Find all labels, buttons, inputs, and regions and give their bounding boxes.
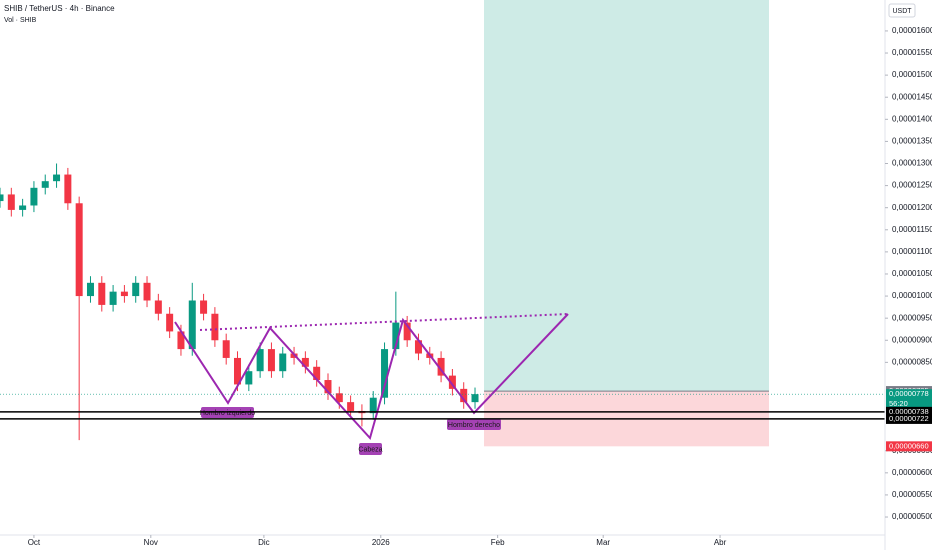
volume-label: Vol · SHIB bbox=[4, 17, 37, 24]
candle-body bbox=[301, 357, 309, 367]
y-tick-label: 0,00001050 bbox=[892, 269, 932, 278]
x-tick-label: 2026 bbox=[372, 538, 390, 547]
neckline bbox=[199, 313, 569, 331]
y-tick-label: 0,00001600 bbox=[892, 26, 932, 35]
x-tick-label: Dic bbox=[258, 538, 270, 547]
annotation-box bbox=[359, 443, 382, 455]
candle-body bbox=[313, 366, 321, 381]
y-tick-label: 0,00001300 bbox=[892, 159, 932, 168]
price-tag bbox=[886, 389, 932, 410]
candle-body bbox=[448, 375, 456, 389]
candle-body bbox=[267, 349, 275, 372]
y-tick-label: 0,00000500 bbox=[892, 512, 932, 521]
candle-body bbox=[120, 291, 128, 297]
price-tag bbox=[886, 406, 932, 417]
price-tag-label: 0,00000778 bbox=[889, 389, 929, 398]
price-tag bbox=[886, 413, 932, 424]
candle-body bbox=[64, 174, 72, 204]
candle-body bbox=[188, 300, 196, 350]
annotation: Hombro izquierdo bbox=[200, 410, 255, 417]
price-axis: 0,00001600 0,00001550 0,00001500 0,00001450… bbox=[885, 26, 932, 521]
candle-body bbox=[279, 353, 287, 372]
candle-body bbox=[234, 357, 242, 385]
candle-body bbox=[19, 205, 27, 210]
y-tick-label: 0,00001150 bbox=[892, 225, 932, 234]
price-tag-label: 0,00000722 bbox=[889, 414, 929, 423]
y-tick-label: 0,00001200 bbox=[892, 203, 932, 212]
candle-body bbox=[41, 181, 49, 188]
candle-body bbox=[211, 313, 219, 341]
candle-body bbox=[335, 393, 343, 403]
y-tick-label: 0,00000900 bbox=[892, 335, 932, 344]
candle-body bbox=[414, 340, 422, 354]
y-tick-label: 0,00001000 bbox=[892, 291, 932, 300]
candle-body bbox=[109, 291, 117, 305]
candle-body bbox=[166, 313, 174, 332]
candle-body bbox=[53, 174, 61, 182]
candle-body bbox=[222, 340, 230, 358]
x-tick-label: Abr bbox=[714, 538, 727, 547]
y-tick-label: 0,00001100 bbox=[892, 247, 932, 256]
y-tick-label: 0,00001550 bbox=[892, 48, 932, 57]
candle-body bbox=[0, 194, 4, 202]
candle-body bbox=[98, 282, 106, 305]
candle-body bbox=[143, 282, 151, 301]
candle-body bbox=[324, 380, 332, 394]
y-tick-label: 0,00000950 bbox=[892, 313, 932, 322]
currency-box bbox=[888, 3, 916, 18]
chart-title: SHIB / TetherUS · 4h · Binance bbox=[4, 4, 115, 13]
price-lines bbox=[0, 393, 885, 420]
candle-body bbox=[437, 357, 445, 376]
y-tick-label: 0,00001350 bbox=[892, 137, 932, 146]
candle-body bbox=[347, 402, 355, 411]
head-shoulders-line bbox=[174, 313, 569, 441]
candle-body bbox=[154, 300, 162, 314]
candle-body bbox=[75, 203, 83, 297]
price-tag-label: 0,00000738 bbox=[889, 407, 929, 416]
candle-body bbox=[392, 322, 400, 350]
candle-body bbox=[403, 322, 411, 341]
price-tag bbox=[886, 441, 932, 452]
y-tick-label: 0,00000850 bbox=[892, 357, 932, 366]
candle-body bbox=[245, 371, 253, 385]
price-tag-label: 0,00000660 bbox=[889, 441, 929, 450]
candle-body bbox=[200, 300, 208, 314]
candle-body bbox=[7, 194, 15, 210]
annotation-box bbox=[447, 419, 501, 430]
y-tick-label: 0,00001450 bbox=[892, 92, 932, 101]
candle-body bbox=[381, 349, 389, 398]
y-tick-label: 0,00001400 bbox=[892, 114, 932, 123]
x-tick-label: Nov bbox=[144, 538, 158, 547]
position-zones bbox=[484, 0, 769, 447]
y-tick-label: 0,00001500 bbox=[892, 70, 932, 79]
annotation: Hombro derecho bbox=[448, 422, 500, 429]
target-zone bbox=[484, 0, 769, 392]
pattern-drawing: Hombro izquierdo Cabeza Hombro derecho bbox=[174, 313, 569, 455]
candle-body bbox=[369, 397, 377, 414]
countdown: 56:20 bbox=[889, 399, 908, 408]
time-axis: Oct Nov Dic 2026 Feb Mar Abr bbox=[28, 535, 727, 547]
y-tick-label: 0,00000600 bbox=[892, 468, 932, 477]
candle-body bbox=[86, 282, 94, 297]
annotation: Cabeza bbox=[358, 446, 382, 453]
y-tick-label: 0,00001250 bbox=[892, 181, 932, 190]
x-tick-label: Mar bbox=[596, 538, 610, 547]
candle-body bbox=[460, 388, 468, 403]
axis-unit: USDT bbox=[892, 8, 912, 15]
y-tick-label: 0,00000550 bbox=[892, 490, 932, 499]
candle-body bbox=[177, 331, 185, 350]
candle-body bbox=[30, 187, 38, 206]
x-tick-label: Oct bbox=[28, 538, 41, 547]
candle-body bbox=[256, 349, 264, 372]
candle-body bbox=[471, 394, 479, 403]
candle-body bbox=[132, 282, 140, 297]
x-tick-label: Feb bbox=[491, 538, 505, 547]
